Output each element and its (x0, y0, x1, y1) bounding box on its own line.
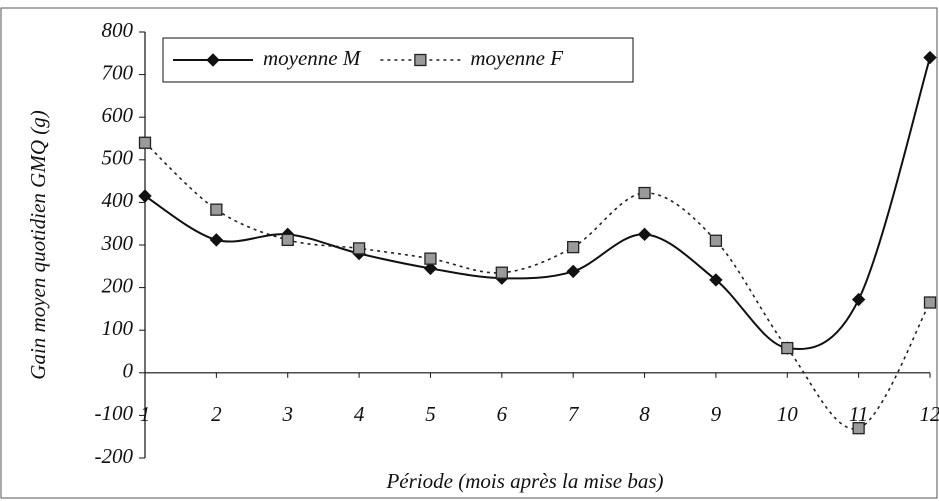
point-marker (210, 203, 223, 216)
x-axis-label: Période (mois après la mise bas) (385, 469, 663, 493)
point-marker (423, 261, 438, 276)
x-tick-label: 9 (711, 402, 722, 426)
point-marker (923, 296, 937, 309)
y-tick-label: -100 (95, 401, 134, 425)
point-marker (206, 53, 220, 67)
point-marker (566, 264, 580, 279)
x-tick-label: 7 (568, 402, 580, 426)
point-marker (781, 341, 794, 355)
x-tick-label: 5 (425, 402, 436, 426)
y-tick-label: 300 (101, 231, 134, 255)
y-tick-label: 500 (102, 146, 134, 170)
y-tick-label: 100 (102, 316, 134, 340)
x-tick-label: 3 (281, 402, 293, 426)
point-marker (637, 227, 652, 242)
y-tick-label: 400 (102, 188, 134, 212)
point-marker (138, 136, 152, 149)
y-tick-label: 600 (102, 103, 134, 127)
point-marker (923, 50, 937, 65)
point-marker (138, 189, 152, 203)
point-marker (424, 252, 437, 265)
point-marker (567, 240, 580, 254)
x-tick-label: 12 (920, 402, 939, 426)
point-marker (709, 273, 723, 287)
legend-label: moyenne M (263, 46, 362, 70)
x-tick-label: 10 (777, 402, 799, 426)
point-marker (352, 242, 366, 255)
y-tick-label: 800 (102, 18, 134, 42)
x-tick-label: 1 (140, 402, 151, 426)
point-marker (709, 234, 723, 247)
x-tick-label: 2 (211, 402, 222, 426)
x-tick-label: 8 (639, 402, 650, 426)
y-tick-label: 200 (102, 273, 134, 297)
point-marker (852, 422, 865, 435)
y-tick-label: 0 (123, 359, 134, 383)
x-tick-label: 4 (354, 402, 365, 426)
legend-label: moyenne F (470, 46, 563, 70)
y-tick-label: -200 (95, 444, 134, 468)
point-marker (638, 186, 651, 200)
x-tick-label: 11 (849, 402, 868, 426)
chart-frame (0, 7, 938, 499)
point-marker (414, 53, 427, 67)
x-tick-label: 6 (497, 402, 508, 426)
point-marker (281, 233, 294, 247)
point-marker (495, 266, 508, 279)
y-tick-label: 700 (102, 60, 134, 84)
y-axis-label: Gain moyen quotidien GMQ (g) (26, 110, 50, 379)
point-marker (209, 233, 224, 247)
point-marker (851, 292, 866, 307)
